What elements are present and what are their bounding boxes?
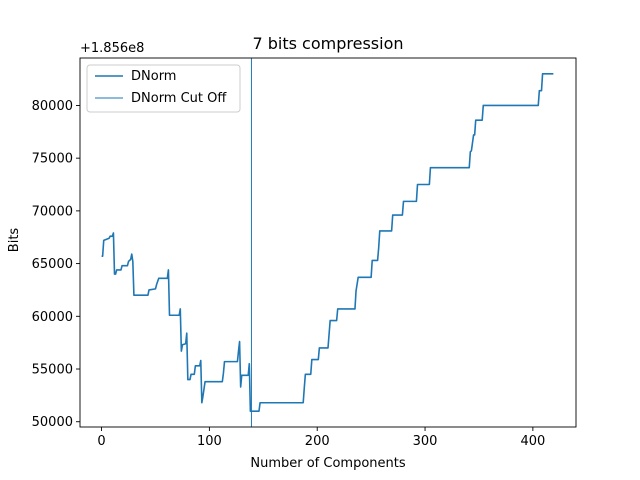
chart-title: 7 bits compression bbox=[252, 34, 403, 53]
y-axis-label: Bits bbox=[7, 228, 22, 253]
x-tick-label: 200 bbox=[305, 434, 330, 449]
y-tick-label: 65000 bbox=[32, 257, 73, 272]
y-tick-label: 60000 bbox=[32, 310, 73, 325]
x-tick-label: 400 bbox=[520, 434, 545, 449]
x-tick-label: 0 bbox=[97, 434, 105, 449]
y-tick-label: 75000 bbox=[32, 152, 73, 167]
axes: 0 100 200 300 400 50000 55000 60000 65000 70000 75… bbox=[32, 57, 577, 449]
y-tick-label: 55000 bbox=[32, 363, 73, 378]
legend-box bbox=[86, 64, 241, 113]
legend: DNorm DNorm Cut Off bbox=[86, 64, 241, 113]
x-tick-label: 300 bbox=[413, 434, 438, 449]
y-tick-label: 50000 bbox=[32, 415, 73, 430]
y-tick-label: 70000 bbox=[32, 204, 73, 219]
x-tick-label: 100 bbox=[197, 434, 222, 449]
y-tick-label: 80000 bbox=[32, 99, 73, 114]
plot-area bbox=[101, 58, 554, 427]
y-axis-offset-text: +1.856e8 bbox=[80, 41, 144, 56]
legend-label-cutoff: DNorm Cut Off bbox=[131, 91, 227, 106]
series-line-dnorm bbox=[101, 73, 554, 412]
x-axis-label: Number of Components bbox=[250, 456, 405, 471]
axes-frame bbox=[79, 57, 577, 428]
legend-label-dnorm: DNorm bbox=[131, 69, 176, 84]
